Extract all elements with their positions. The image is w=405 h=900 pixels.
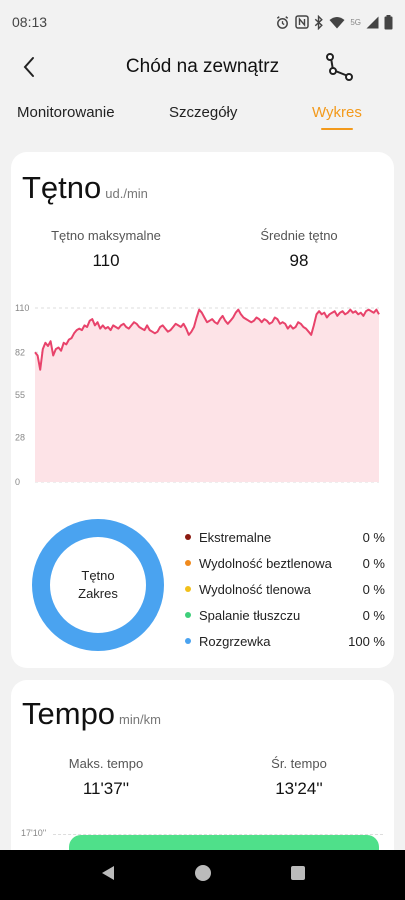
legend-percent: 0 % xyxy=(362,607,385,623)
legend-dot xyxy=(185,638,191,644)
nav-back-button[interactable] xyxy=(99,864,117,887)
y-tick-label: 110 xyxy=(15,303,29,313)
legend-percent: 100 % xyxy=(348,633,385,649)
heart-rate-zone-donut: Tętno Zakres xyxy=(31,518,165,652)
system-nav-bar xyxy=(0,850,405,900)
alarm-icon xyxy=(275,15,290,30)
legend-label: Wydolność beztlenowa xyxy=(199,555,332,571)
avg-heart-rate-stat: Średnie tętno 98 xyxy=(204,228,394,271)
legend-item: Wydolność beztlenowa 0 % xyxy=(185,550,385,576)
y-tick-label: 82 xyxy=(15,347,25,357)
heart-rate-chart: 0 28 55 82 110 xyxy=(11,296,394,496)
tempo-axis-top-label: 17'10'' xyxy=(21,828,47,838)
status-time: 08:13 xyxy=(12,14,48,30)
donut-label-line1: Tętno xyxy=(81,568,115,583)
square-recents-icon xyxy=(291,865,306,880)
legend-percent: 0 % xyxy=(362,529,385,545)
legend-dot xyxy=(185,586,191,592)
legend-percent: 0 % xyxy=(362,555,385,571)
tab-bar: Monitorowanie Szczegóły Wykres xyxy=(0,98,405,134)
tempo-axis-gridline xyxy=(53,834,383,835)
tab-chart[interactable]: Wykres xyxy=(312,104,362,121)
max-heart-rate-label: Tętno maksymalne xyxy=(51,228,161,243)
legend-dot xyxy=(185,534,191,540)
max-heart-rate-value: 110 xyxy=(92,251,120,270)
tempo-title-row: Tempo min/km xyxy=(22,696,161,732)
avg-tempo-label: Śr. tempo xyxy=(271,756,327,771)
network-type: 5G xyxy=(350,17,361,27)
battery-icon xyxy=(384,14,393,30)
heart-rate-title: Tętno xyxy=(22,170,102,205)
max-tempo-stat: Maks. tempo 11'37'' xyxy=(11,756,201,799)
wifi-icon xyxy=(329,16,345,29)
legend-dot xyxy=(185,612,191,618)
legend-item: Ekstremalne 0 % xyxy=(185,524,385,550)
nav-recents-button[interactable] xyxy=(290,865,306,886)
legend-label: Ekstremalne xyxy=(199,529,272,545)
donut-ring xyxy=(32,519,164,651)
route-button[interactable] xyxy=(321,50,355,84)
y-tick-label: 0 xyxy=(15,477,20,487)
zone-legend: Ekstremalne 0 % Wydolność beztlenowa 0 %… xyxy=(185,524,385,654)
app-header: Chód na zewnątrz xyxy=(0,44,405,90)
page-title: Chód na zewnątrz xyxy=(125,56,280,77)
max-tempo-label: Maks. tempo xyxy=(68,756,144,771)
tempo-unit: min/km xyxy=(119,712,161,727)
tab-details[interactable]: Szczegóły xyxy=(169,104,238,121)
nfc-icon xyxy=(295,15,310,29)
legend-item: Rozgrzewka 100 % xyxy=(185,628,385,654)
status-icons: 5G xyxy=(275,14,393,30)
tab-active-indicator xyxy=(321,128,353,130)
tempo-card: Tempo min/km Maks. tempo 11'37'' Śr. temp… xyxy=(11,680,394,875)
back-button[interactable] xyxy=(14,52,44,82)
route-icon xyxy=(326,53,353,81)
tab-monitoring[interactable]: Monitorowanie xyxy=(17,104,115,121)
legend-label: Rozgrzewka xyxy=(199,633,271,649)
legend-dot xyxy=(185,560,191,566)
donut-label-line2: Zakres xyxy=(78,586,118,601)
legend-item: Wydolność tlenowa 0 % xyxy=(185,576,385,602)
avg-tempo-value: 13'24'' xyxy=(275,779,323,798)
y-tick-label: 28 xyxy=(15,433,25,443)
legend-label: Spalanie tłuszczu xyxy=(199,607,301,623)
triangle-back-icon xyxy=(101,865,114,880)
heart-rate-area xyxy=(35,309,379,482)
avg-heart-rate-label: Średnie tętno xyxy=(260,228,338,243)
donut-center-label: Tętno Zakres xyxy=(31,518,165,652)
heart-rate-card: Tętno ud./min Tętno maksymalne 110 Średni… xyxy=(11,152,394,668)
circle-home-icon xyxy=(195,864,212,881)
avg-heart-rate-value: 98 xyxy=(289,251,309,270)
chevron-left-icon xyxy=(23,57,34,77)
max-tempo-value: 11'37'' xyxy=(82,779,130,798)
heart-rate-line xyxy=(34,308,380,371)
tempo-title: Tempo xyxy=(22,696,116,731)
status-bar: 08:13 5G xyxy=(0,0,405,44)
signal-icon xyxy=(366,16,379,29)
bluetooth-icon xyxy=(314,14,324,30)
legend-item: Spalanie tłuszczu 0 % xyxy=(185,602,385,628)
legend-label: Wydolność tlenowa xyxy=(199,581,311,597)
y-tick-label: 55 xyxy=(15,390,25,400)
legend-percent: 0 % xyxy=(362,581,385,597)
heart-rate-title-row: Tętno ud./min xyxy=(22,170,148,206)
avg-tempo-stat: Śr. tempo 13'24'' xyxy=(204,756,394,799)
heart-rate-unit: ud./min xyxy=(105,186,148,201)
max-heart-rate-stat: Tętno maksymalne 110 xyxy=(11,228,201,271)
nav-home-button[interactable] xyxy=(194,864,212,887)
